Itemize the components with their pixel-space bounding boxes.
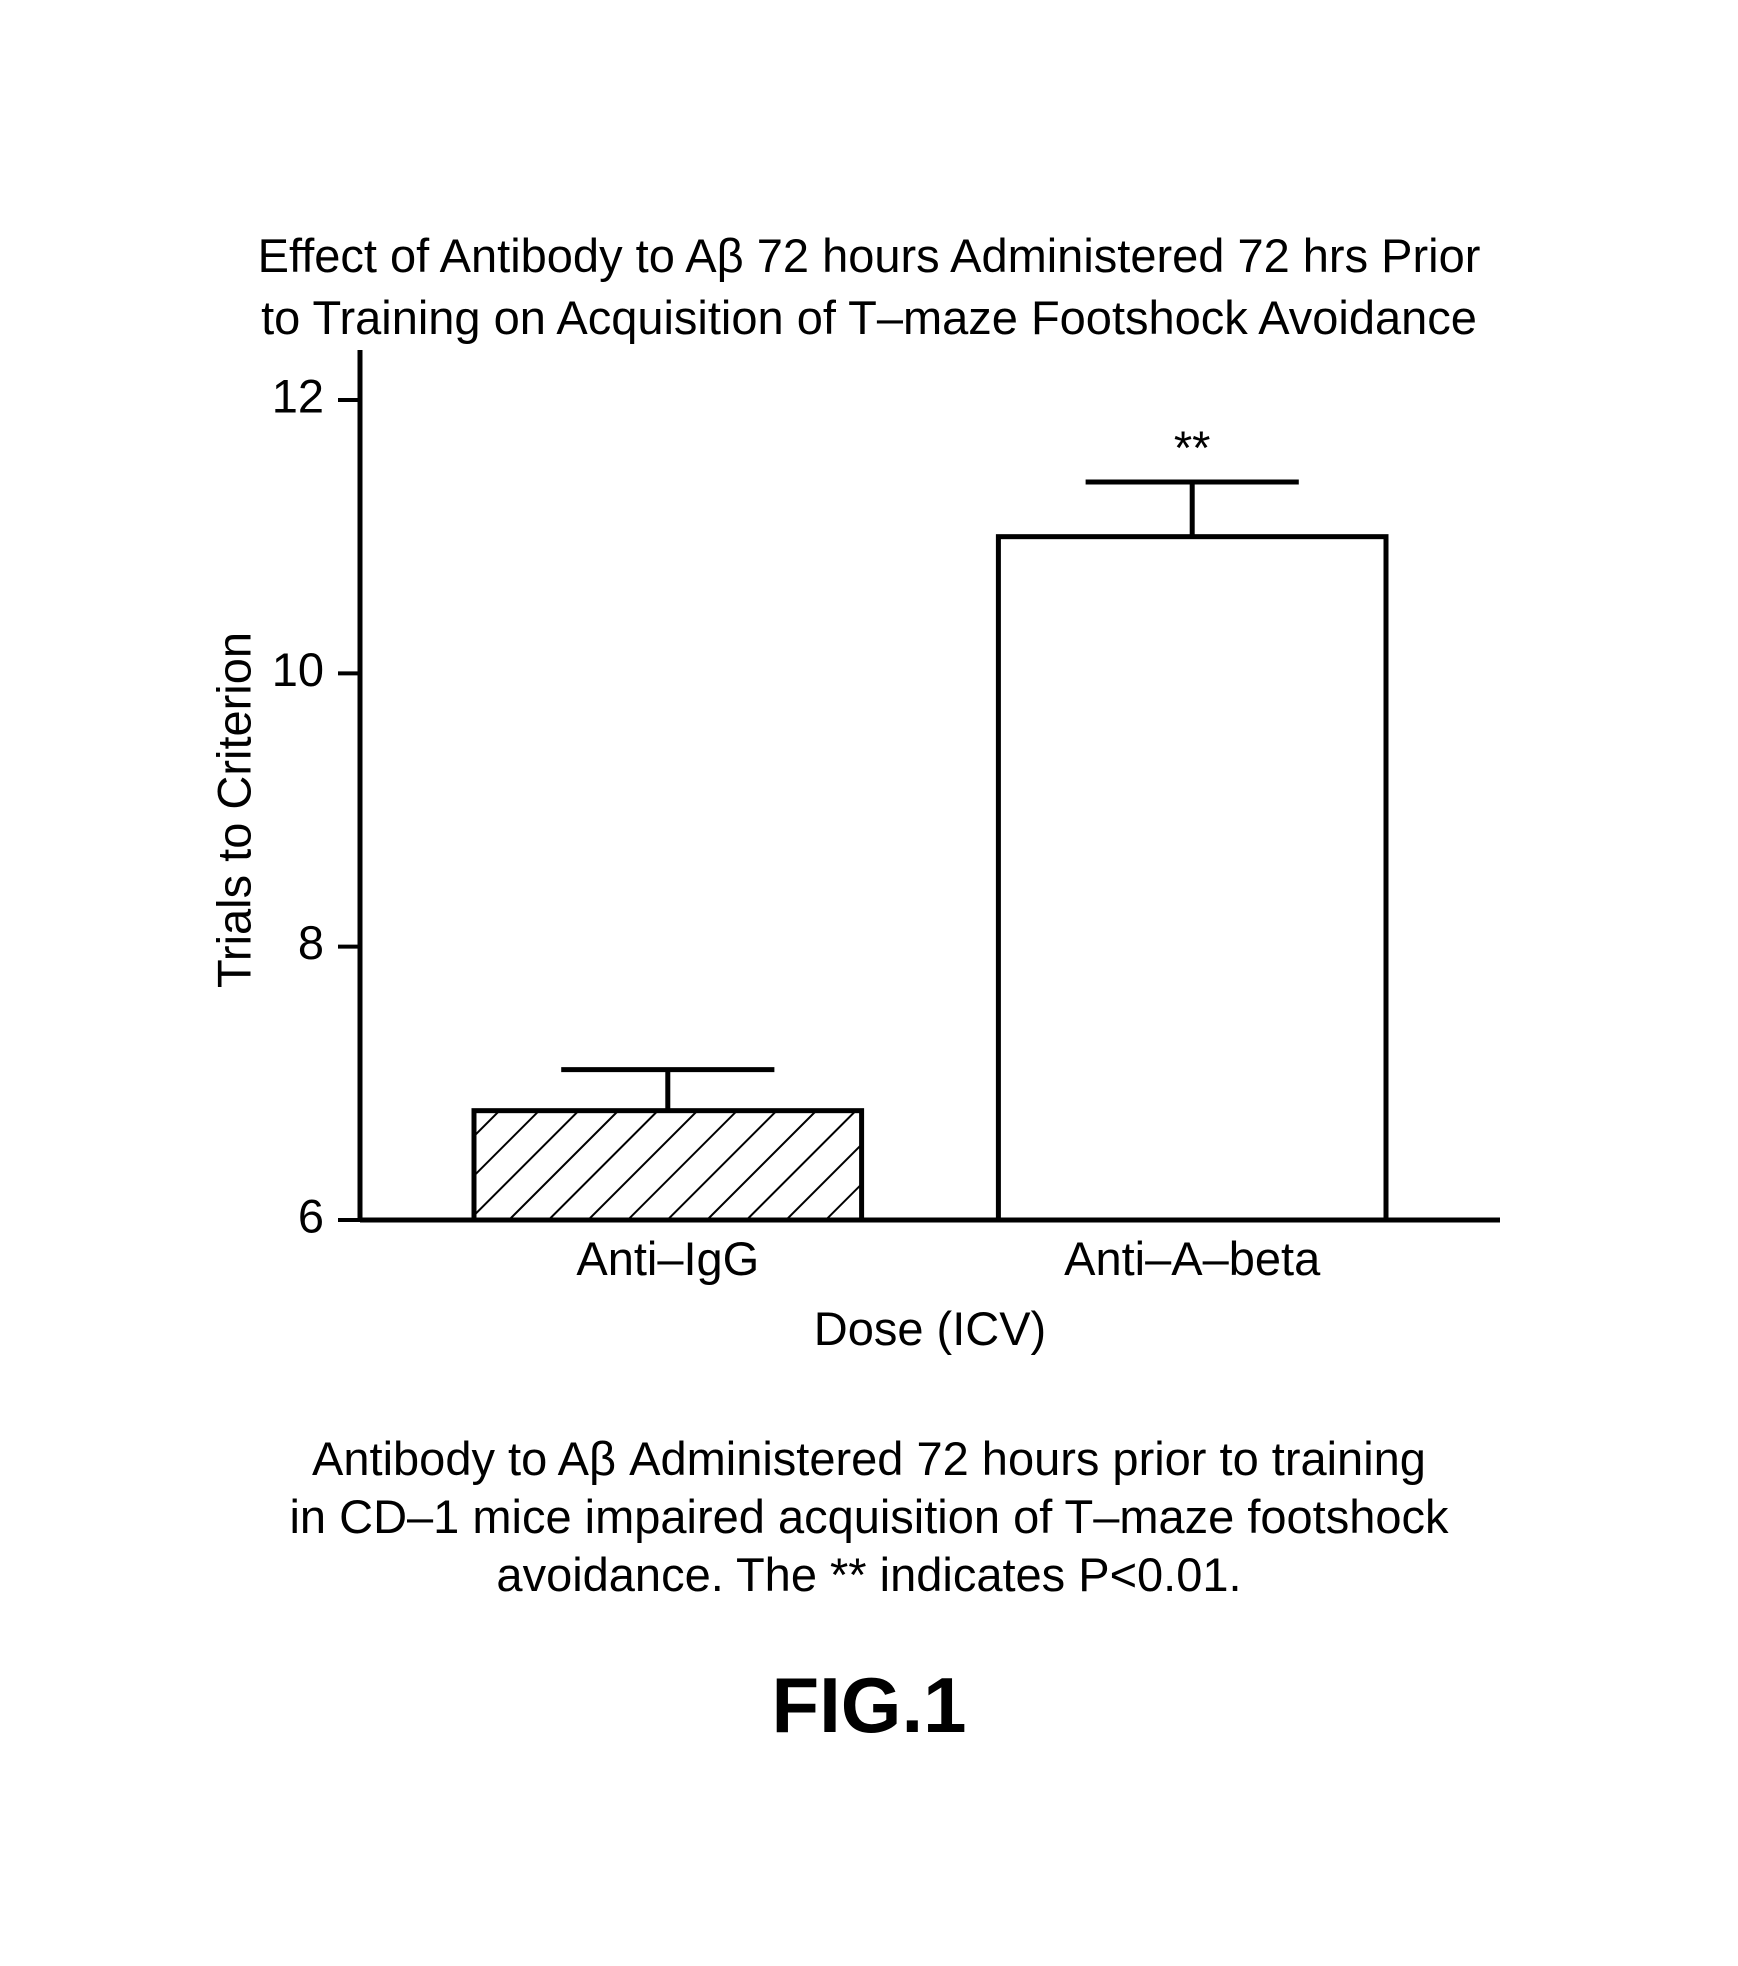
figure-caption: Antibody to Aβ Administered 72 hours pri…	[289, 1430, 1448, 1604]
bar-chart: 6 8 10 12 Trials to Criterion Anti–IgG ** Anti–…	[190, 310, 1540, 1390]
figure-caption-line-3: avoidance. The ** indicates P<0.01.	[289, 1546, 1448, 1604]
figure-caption-line-1: Antibody to Aβ Administered 72 hours pri…	[289, 1430, 1448, 1488]
x-axis-label: Dose (ICV)	[814, 1302, 1046, 1355]
y-tick-label: 12	[272, 369, 324, 422]
figure-label: FIG.1	[771, 1660, 966, 1751]
y-tick-label: 8	[298, 916, 324, 969]
figure-title-line-1: Effect of Antibody to Aβ 72 hours Admini…	[258, 225, 1481, 287]
y-tick-label: 10	[272, 643, 324, 696]
figure-caption-line-2: in CD–1 mice impaired acquisition of T–m…	[289, 1488, 1448, 1546]
y-axis-label: Trials to Criterion	[207, 632, 260, 988]
bar	[474, 1111, 862, 1220]
figure-page: Effect of Antibody to Aβ 72 hours Admini…	[0, 0, 1738, 1966]
y-tick-label: 6	[298, 1189, 324, 1242]
x-category-label: Anti–A–beta	[1064, 1232, 1321, 1285]
x-category-label: Anti–IgG	[576, 1232, 759, 1285]
significance-annotation: **	[1174, 421, 1211, 474]
bar	[998, 537, 1386, 1220]
